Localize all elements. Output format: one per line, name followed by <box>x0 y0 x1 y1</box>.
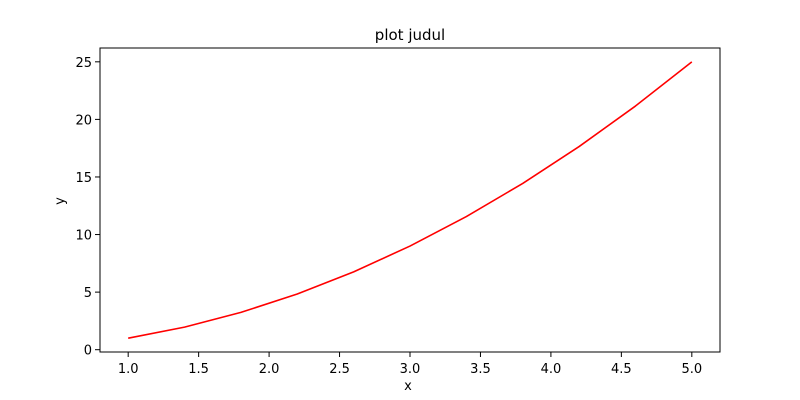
y-axis-label: y <box>53 197 68 205</box>
x-tick-label: 3.5 <box>470 362 491 377</box>
x-axis-label: x <box>404 379 412 394</box>
axes-frame <box>99 47 721 353</box>
y-tick-label: 25 <box>75 56 92 71</box>
x-tick-label: 1.5 <box>188 362 209 377</box>
x-tick-label: 3.0 <box>400 362 421 377</box>
series-layer <box>128 61 693 339</box>
x-tick-label: 2.0 <box>259 362 280 377</box>
y-tick-label: 20 <box>75 113 92 128</box>
y-tick-label: 10 <box>75 229 92 244</box>
series-line-0 <box>128 61 693 339</box>
y-tick-label: 0 <box>84 344 92 359</box>
x-axis-ticks: 1.0 1.5 2.0 2.5 3.0 3.5 4.0 4.5 5.0 <box>118 352 702 377</box>
y-tick-label: 5 <box>84 286 92 301</box>
x-tick-label: 2.5 <box>329 362 350 377</box>
x-tick-label: 1.0 <box>118 362 139 377</box>
chart-title: plot judul <box>375 26 445 44</box>
y-tick-label: 15 <box>75 171 92 186</box>
y-axis-ticks: 0 5 10 15 20 25 <box>75 56 100 359</box>
x-tick-label: 5.0 <box>681 362 702 377</box>
x-tick-label: 4.5 <box>611 362 632 377</box>
x-tick-label: 4.0 <box>541 362 562 377</box>
plot-area <box>99 47 721 353</box>
